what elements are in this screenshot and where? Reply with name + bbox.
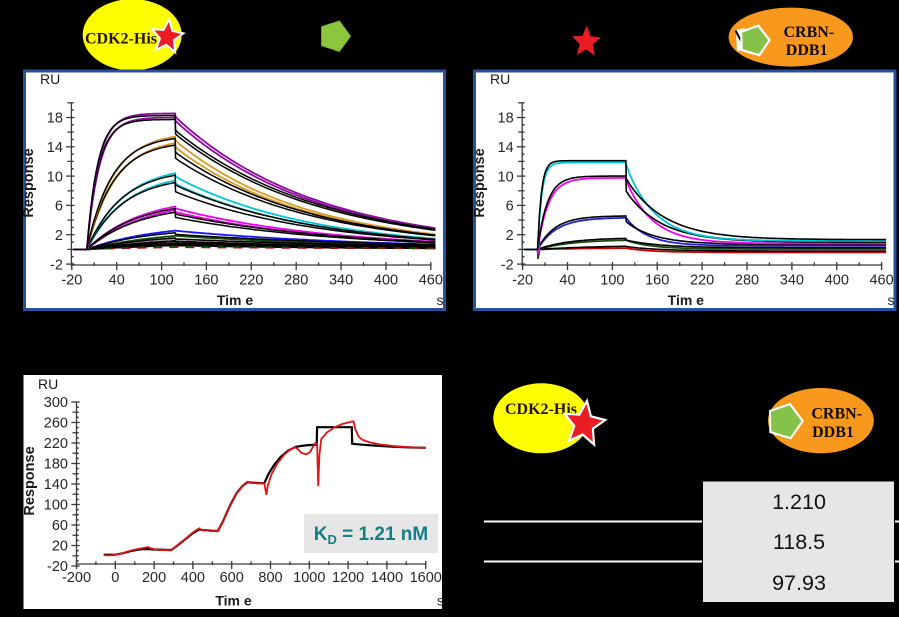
svg-text:CDK2-His: CDK2-His [505, 401, 577, 418]
svg-text:260: 260 [44, 416, 68, 432]
svg-text:100: 100 [600, 273, 624, 289]
svg-text:6: 6 [506, 199, 514, 215]
svg-text:40: 40 [109, 273, 125, 289]
svg-text:DDB1: DDB1 [812, 424, 854, 441]
svg-text:800: 800 [258, 570, 282, 586]
svg-text:1600: 1600 [410, 570, 442, 586]
svg-text:DDB1: DDB1 [786, 42, 828, 59]
svg-text:160: 160 [645, 273, 669, 289]
svg-text:600: 600 [220, 570, 244, 586]
svg-text:18: 18 [498, 111, 514, 127]
svg-text:Tim e: Tim e [668, 292, 705, 308]
svg-text:220: 220 [690, 273, 714, 289]
svg-text:2: 2 [55, 228, 63, 244]
svg-text:1000: 1000 [293, 570, 325, 586]
svg-text:2: 2 [506, 228, 514, 244]
svg-text:14: 14 [498, 140, 514, 156]
svg-text:280: 280 [284, 273, 308, 289]
svg-text:Response: Response [472, 148, 488, 217]
svg-text:400: 400 [825, 273, 849, 289]
svg-text:140: 140 [44, 477, 68, 493]
svg-text:14: 14 [47, 140, 63, 156]
svg-text:KD = 1.21 nM: KD = 1.21 nM [314, 524, 428, 547]
svg-text:-2: -2 [501, 257, 514, 273]
svg-text:Response: Response [21, 148, 37, 217]
svg-text:180: 180 [44, 457, 68, 473]
svg-text:10: 10 [47, 169, 63, 185]
svg-text:RU: RU [38, 376, 58, 392]
svg-text:-2: -2 [50, 257, 63, 273]
svg-text:100: 100 [149, 273, 173, 289]
svg-text:-20: -20 [61, 273, 82, 289]
svg-text:60: 60 [52, 518, 68, 534]
svg-text:40: 40 [559, 273, 575, 289]
svg-text:220: 220 [44, 436, 68, 452]
svg-text:340: 340 [780, 273, 804, 289]
svg-text:1400: 1400 [371, 570, 403, 586]
svg-text:s: s [437, 292, 444, 308]
svg-text:CRBN-: CRBN- [811, 406, 862, 423]
svg-text:18: 18 [47, 111, 63, 127]
svg-text:10: 10 [498, 169, 514, 185]
svg-text:340: 340 [329, 273, 353, 289]
svg-text:Tim e: Tim e [215, 593, 252, 609]
svg-text:460: 460 [419, 273, 443, 289]
svg-text:300: 300 [44, 395, 68, 411]
svg-text:Tim e: Tim e [217, 292, 254, 308]
svg-text:200: 200 [142, 570, 166, 586]
svg-text:RU: RU [40, 71, 60, 87]
svg-text:400: 400 [374, 273, 398, 289]
svg-text:Response: Response [22, 446, 38, 515]
svg-text:6: 6 [55, 199, 63, 215]
svg-text:97.93: 97.93 [772, 571, 826, 595]
svg-text:220: 220 [239, 273, 263, 289]
svg-text:400: 400 [181, 570, 205, 586]
svg-text:s: s [888, 292, 895, 308]
svg-text:-200: -200 [62, 570, 91, 586]
svg-text:280: 280 [735, 273, 759, 289]
svg-text:1200: 1200 [332, 570, 364, 586]
svg-text:160: 160 [194, 273, 218, 289]
svg-text:CDK2-His: CDK2-His [85, 31, 157, 48]
svg-text:-20: -20 [512, 273, 533, 289]
svg-text:460: 460 [869, 273, 893, 289]
svg-text:1.210: 1.210 [772, 490, 826, 514]
svg-text:-20: -20 [47, 559, 68, 575]
svg-text:0: 0 [111, 570, 119, 586]
svg-text:118.5: 118.5 [773, 530, 825, 554]
svg-text:s: s [437, 593, 444, 609]
svg-text:20: 20 [52, 539, 68, 555]
svg-text:100: 100 [44, 498, 68, 514]
svg-text:CRBN-: CRBN- [783, 24, 834, 41]
svg-text:RU: RU [490, 71, 510, 87]
